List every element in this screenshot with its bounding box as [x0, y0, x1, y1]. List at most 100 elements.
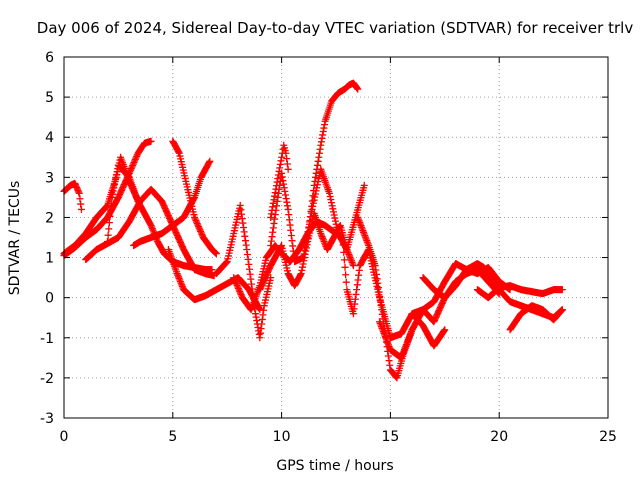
data-point [247, 275, 255, 283]
data-point [334, 226, 342, 234]
data-point [345, 252, 353, 260]
data-point [112, 171, 120, 179]
data-point [148, 223, 156, 231]
data-point [290, 252, 298, 260]
data-point [111, 177, 119, 185]
data-point [238, 215, 246, 223]
data-point [269, 228, 277, 236]
data-point [289, 247, 297, 255]
data-point [232, 280, 240, 288]
data-point [301, 246, 309, 254]
y-tick-label: -3 [40, 411, 54, 427]
data-point [175, 148, 183, 156]
data-point [329, 208, 337, 216]
data-point [308, 197, 316, 205]
data-point [109, 187, 117, 195]
y-tick-label: 5 [45, 90, 54, 106]
data-point [269, 224, 277, 232]
data-point [234, 284, 242, 292]
data-point [282, 195, 290, 203]
data-point [147, 137, 155, 145]
data-point [267, 242, 275, 250]
data-point [283, 155, 291, 163]
data-point [350, 305, 358, 313]
data-point [241, 232, 249, 240]
data-point [558, 286, 566, 294]
data-point [328, 202, 336, 210]
data-point [287, 231, 295, 239]
data-point [298, 263, 306, 271]
data-point [351, 295, 359, 303]
data-point [195, 223, 203, 231]
data-point [198, 230, 206, 238]
data-point [374, 279, 382, 287]
data-point [304, 234, 312, 241]
data-point [339, 241, 347, 249]
data-point [112, 174, 120, 182]
data-point [306, 213, 314, 221]
series-prn-l [267, 165, 368, 266]
data-point [176, 276, 184, 284]
series-prn-a [60, 179, 85, 213]
data-point [285, 216, 293, 224]
data-point [325, 189, 333, 197]
data-point [242, 241, 250, 249]
data-point [349, 262, 357, 270]
data-point [241, 237, 249, 245]
data-point [271, 211, 279, 219]
data-point [354, 276, 362, 284]
series-prn-t [473, 282, 566, 302]
data-point [316, 145, 324, 153]
data-point [351, 300, 359, 308]
data-point [131, 157, 139, 165]
data-point [109, 190, 117, 198]
data-point [354, 85, 362, 93]
data-point [240, 228, 248, 236]
data-point [392, 373, 400, 381]
series-prn-m [267, 141, 292, 221]
data-point [341, 263, 349, 271]
x-tick-label: 20 [490, 429, 508, 445]
data-point [105, 219, 113, 227]
data-point [280, 184, 288, 192]
data-point [197, 227, 205, 235]
data-point [75, 189, 83, 197]
data-point [320, 238, 328, 246]
y-tick-label: 1 [45, 251, 54, 267]
data-point [104, 238, 112, 246]
data-point [384, 352, 392, 360]
data-point [233, 281, 241, 289]
data-point [175, 274, 183, 282]
x-tick-label: 10 [273, 429, 291, 445]
series-prn-e [104, 161, 142, 246]
data-point [285, 211, 293, 219]
data-point [373, 275, 381, 283]
data-point [245, 260, 253, 268]
data-point [321, 239, 329, 247]
data-point [314, 161, 322, 169]
data-point [278, 153, 286, 161]
y-tick-label: -1 [40, 331, 54, 347]
data-point [300, 250, 308, 258]
series-prn-q [376, 266, 503, 362]
chart-title: Day 006 of 2024, Sidereal Day-to-day VTE… [37, 19, 634, 37]
data-point [327, 199, 335, 207]
x-tick-label: 25 [599, 429, 617, 445]
data-point [317, 229, 325, 237]
y-tick-label: 4 [45, 130, 54, 146]
data-point [308, 202, 316, 210]
data-point [371, 262, 379, 270]
data-point [349, 310, 357, 318]
data-point [376, 292, 384, 300]
data-point [237, 291, 245, 299]
data-point [301, 242, 309, 250]
y-axis-label: SDTVAR / TECUs [7, 181, 23, 296]
data-point [128, 163, 136, 171]
y-tick-label: 3 [45, 170, 54, 186]
plot-frame [63, 56, 609, 419]
data-point [303, 235, 311, 243]
data-point [283, 202, 291, 210]
data-point [105, 225, 113, 233]
data-point [282, 191, 290, 199]
data-point [178, 281, 186, 289]
